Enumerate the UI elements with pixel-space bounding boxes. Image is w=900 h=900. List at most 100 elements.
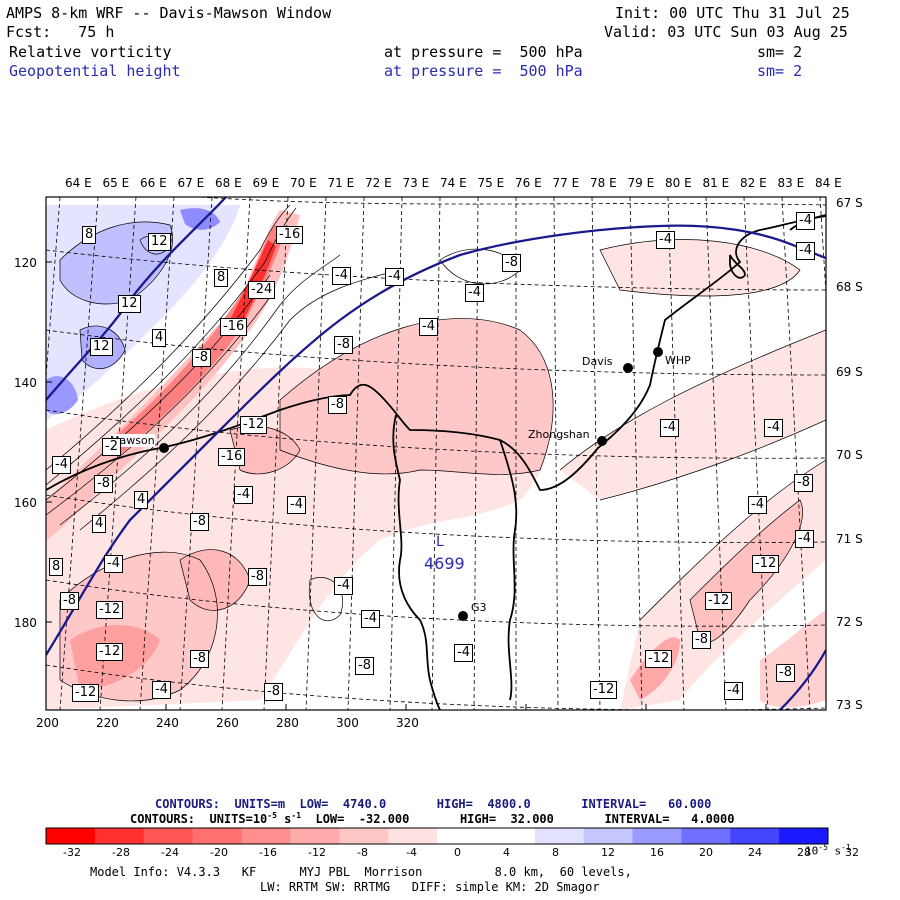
colorbar-tick-label: -28 [112, 846, 130, 859]
model-info-physics: LW: RRTM SW: RRTMG DIFF: simple KM: 2D S… [260, 880, 600, 894]
vorticity-label: -8 [264, 683, 283, 701]
colorbar-tick-label: -20 [210, 846, 228, 859]
vorticity-label: -4 [656, 231, 675, 249]
vorticity-label: -12 [645, 650, 673, 668]
vorticity-label: -4 [152, 681, 171, 699]
top-lon-label: 82 E [740, 176, 767, 190]
vorticity-label: -4 [796, 212, 815, 230]
colorbar-units: 10-5 s-1 [805, 843, 851, 858]
init-time: Init: 00 UTC Thu 31 Jul 25 [615, 4, 850, 22]
colorbar-tick-label: 32 [845, 846, 859, 859]
bottom-x-label: 260 [216, 716, 239, 730]
right-lat-label: 67 S [836, 196, 863, 210]
colorbar [45, 827, 829, 845]
vorticity-label: -8 [190, 650, 209, 668]
vorticity-label: -12 [590, 681, 618, 699]
colorbar-tick-label: -24 [161, 846, 179, 859]
colorbar-segment [46, 828, 96, 844]
field1-smoothing: sm= 2 [757, 43, 803, 61]
left-y-label: 180 [14, 616, 37, 630]
top-lon-label: 67 E [177, 176, 205, 190]
left-y-label: 120 [14, 256, 37, 270]
valid-time: Valid: 03 UTC Sun 03 Aug 25 [604, 23, 848, 41]
vorticity-label: -8 [776, 664, 795, 682]
colorbar-tick-label: 24 [748, 846, 762, 859]
vorticity-label: -4 [660, 419, 679, 437]
station-label-whp: WHP [665, 354, 691, 367]
colorbar-segment [485, 828, 536, 844]
vorticity-label: -12 [752, 555, 780, 573]
vorticity-label: -8 [692, 631, 711, 649]
vorticity-label: -16 [220, 318, 248, 336]
top-lon-label: 79 E [627, 176, 655, 190]
station-markers [159, 347, 663, 621]
colorbar-tick-label: -16 [259, 846, 277, 859]
vorticity-label: -4 [795, 530, 814, 548]
top-lon-label: 64 E [65, 176, 92, 190]
vorticity-label: -24 [248, 281, 276, 299]
colorbar-tick-label: -32 [63, 846, 81, 859]
low-center-letter: L [436, 534, 444, 550]
top-lon-label: 77 E [552, 176, 580, 190]
colorbar-tick-label: 12 [601, 846, 615, 859]
bottom-x-label: 320 [396, 716, 419, 730]
top-lon-label: 69 E [252, 176, 280, 190]
vorticity-label: -12 [72, 684, 100, 702]
vorticity-label: 12 [90, 338, 113, 356]
colorbar-segment [437, 828, 487, 844]
top-lon-label: 78 E [590, 176, 617, 190]
vorticity-label: -8 [192, 349, 211, 367]
vorticity-label: -4 [385, 268, 404, 286]
vorticity-shading [46, 197, 826, 710]
vorticity-label: -8 [328, 396, 347, 414]
colorbar-tick-label: 16 [650, 846, 664, 859]
vorticity-label: 8 [49, 558, 64, 576]
plot-title: AMPS 8-km WRF -- Davis-Mawson Window [6, 4, 332, 22]
vorticity-label: 4 [152, 329, 167, 347]
vorticity-label: -2 [102, 438, 121, 456]
station-dot-g3 [458, 611, 468, 621]
vorticity-label: -4 [454, 644, 473, 662]
vorticity-label: -4 [332, 267, 351, 285]
top-lon-label: 71 E [327, 176, 355, 190]
top-lon-label: 65 E [102, 176, 130, 190]
vorticity-label: 8 [214, 269, 229, 287]
colorbar-segment [632, 828, 682, 844]
vorticity-label: -4 [465, 284, 484, 302]
vorticity-label: -8 [502, 254, 521, 272]
right-lat-label: 68 S [836, 280, 863, 294]
bottom-x-label: 300 [336, 716, 359, 730]
vorticity-label: 12 [118, 295, 141, 313]
station-dot-zhongshan [597, 436, 607, 446]
vorticity-label: -16 [276, 226, 304, 244]
bottom-x-label: 200 [36, 716, 59, 730]
latlon-grid [46, 197, 826, 710]
vorticity-label: -4 [361, 610, 380, 628]
vorticity-label: -4 [287, 496, 306, 514]
top-lon-label: 70 E [290, 176, 317, 190]
right-lat-label: 72 S [836, 615, 863, 629]
bottom-x-label: 280 [276, 716, 299, 730]
bottom-x-label: 220 [96, 716, 119, 730]
colorbar-segment [388, 828, 438, 844]
vorticity-label: -4 [234, 486, 253, 504]
field2-smoothing: sm= 2 [757, 62, 803, 80]
field2-level: at pressure = 500 hPa [384, 62, 583, 80]
colorbar-segment [192, 828, 242, 844]
vorticity-label: -8 [60, 592, 79, 610]
vorticity-label: -4 [764, 419, 783, 437]
vorticity-label: -12 [240, 416, 268, 434]
top-lon-label: 73 E [402, 176, 430, 190]
vorticity-label: 8 [82, 226, 97, 244]
field1-level: at pressure = 500 hPa [384, 43, 583, 61]
vorticity-label: -8 [190, 513, 209, 531]
contours-vorticity-info: CONTOURS: UNITS=10-5 s-1 LOW= -32.000 HI… [130, 811, 735, 826]
vorticity-label: -4 [334, 577, 353, 595]
vorticity-label: -8 [355, 657, 374, 675]
station-label-g3: G3 [471, 601, 487, 614]
top-lon-label: 68 E [215, 176, 242, 190]
vorticity-label: -16 [218, 448, 246, 466]
colorbar-tick-label: 0 [454, 846, 461, 859]
colorbar-frame [45, 827, 829, 845]
field2-name: Geopotential height [9, 62, 181, 80]
